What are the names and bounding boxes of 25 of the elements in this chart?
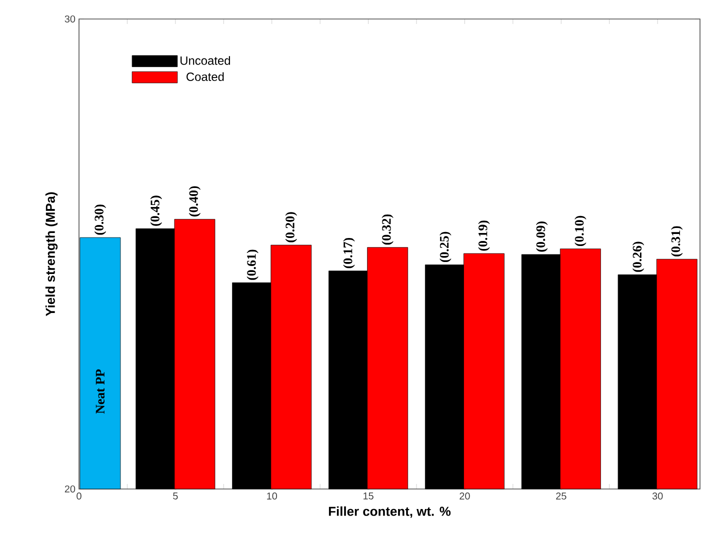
x-tick-label: 0 <box>76 492 82 500</box>
annotation: (0.20) <box>285 212 298 242</box>
annotation: (0.25) <box>440 232 452 262</box>
series-label: Neat PP <box>96 369 105 414</box>
x-tick-label: 30 <box>652 492 663 500</box>
legend-label: Coated <box>186 72 224 81</box>
annotation: (0.19) <box>478 220 490 251</box>
x-tick-label: 25 <box>556 492 566 500</box>
annotation: (0.32) <box>382 214 394 245</box>
annotation: (0.26) <box>632 242 644 272</box>
x-tick-label: 5 <box>173 492 178 500</box>
x-tick-label: 20 <box>460 492 470 500</box>
annotation: (0.10) <box>574 216 586 246</box>
annotation: (0.61) <box>246 250 258 280</box>
annotation: (0.09) <box>536 222 548 252</box>
annotation: (0.40) <box>188 186 201 216</box>
legend-label: Uncoated <box>180 56 230 65</box>
x-axis-title: Filler content, wt. % <box>328 506 451 518</box>
x-tick-label: 10 <box>267 492 278 500</box>
annotation: (0.17) <box>343 238 355 268</box>
x-tick-label: 15 <box>364 492 374 500</box>
annotation: (0.31) <box>671 226 683 256</box>
annotation: (0.45) <box>150 196 162 226</box>
y-axis-title: Yield strength (MPa) <box>45 192 58 316</box>
annotation: (0.30) <box>94 204 106 235</box>
